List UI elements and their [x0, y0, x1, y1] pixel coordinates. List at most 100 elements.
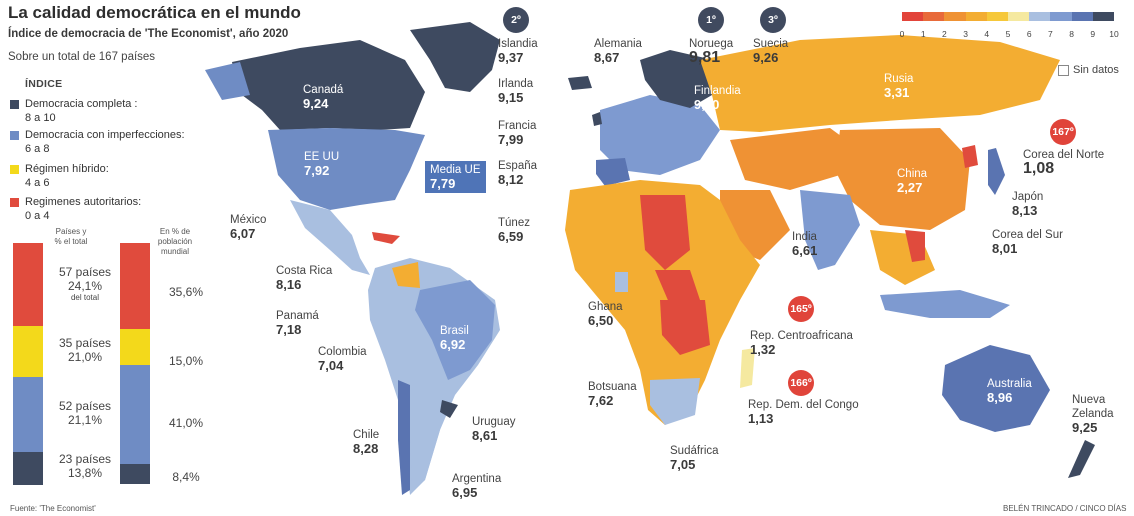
- bar-segment: [13, 243, 43, 326]
- brazil-shape: [415, 280, 495, 380]
- population-bar-heading: En % de población mundial: [157, 227, 193, 256]
- legend-item-flawed-democracy: Democracia con imperfecciones: 6 a 8: [10, 128, 185, 156]
- label-espana: España 8,12: [498, 160, 538, 187]
- bar-segment: [120, 464, 150, 484]
- car-shape: [655, 270, 700, 305]
- ireland-shape: [592, 112, 602, 126]
- scale-segment: [923, 12, 945, 21]
- label-chile: Chile 8,28: [353, 429, 380, 456]
- canada-shape: [232, 40, 425, 130]
- label-eeuu: EE UU 7,92: [304, 151, 340, 178]
- label-alemania: Alemania 8,67: [594, 38, 642, 65]
- venezuela-shape: [392, 262, 420, 288]
- label-india: India 6,61: [792, 231, 818, 258]
- rank-badge-corea-norte: 167º: [1050, 119, 1076, 145]
- seasia-shape: [870, 230, 935, 285]
- label-islandia: Islandia 9,37: [498, 38, 538, 65]
- countries-label-full: 23 países 13,8%: [58, 452, 112, 480]
- scale-tick-label: 4: [984, 29, 990, 39]
- scale-segment: [986, 12, 1009, 21]
- label-canada: Canadá 9,24: [303, 84, 344, 111]
- label-congo: Rep. Dem. del Congo 1,13: [748, 399, 859, 426]
- nz-shape: [1068, 440, 1095, 478]
- uruguay-shape: [440, 400, 458, 418]
- ghana-shape: [615, 272, 628, 292]
- bar-segment: [13, 326, 43, 377]
- label-uruguay: Uruguay 8,61: [472, 416, 516, 443]
- japan-shape: [988, 148, 1005, 195]
- scale-segment: [1050, 12, 1073, 21]
- page-subtitle: Índice de democracia de 'The Economist',…: [8, 28, 289, 40]
- centralasia-shape: [730, 128, 860, 190]
- legend-heading: ÍNDICE: [25, 78, 63, 90]
- label-costa-rica: Costa Rica 8,16: [276, 265, 333, 292]
- scandinavia-shape: [640, 50, 712, 108]
- label-noruega: Noruega 9,81: [689, 38, 734, 66]
- scale-tick-label: 1: [920, 29, 926, 39]
- label-finlandia: Finlandia 9,20: [694, 85, 741, 112]
- australia-shape: [942, 345, 1050, 432]
- drc-shape: [660, 300, 710, 355]
- countries-label-flawed: 52 países 21,1%: [58, 399, 112, 427]
- label-ghana: Ghana 6,50: [588, 301, 623, 328]
- nodata-swatch: [1058, 64, 1069, 76]
- score-color-scale: 0 1 2 3 4 5 6 7 8 9 10: [900, 12, 1119, 42]
- scale-segment: [944, 12, 967, 21]
- rank-badge-islandia: 2º: [503, 7, 529, 33]
- label-sudafrica: Sudáfrica 7,05: [670, 445, 719, 472]
- label-irlanda: Irlanda 9,15: [498, 78, 534, 105]
- label-panama: Panamá 7,18: [276, 310, 319, 337]
- legend-item-full-democracy: Democracia completa : 8 a 10: [10, 97, 138, 125]
- cuba-shape: [372, 232, 400, 244]
- mexico-shape: [290, 200, 370, 275]
- chile-shape: [398, 380, 410, 495]
- scale-segment: [1008, 12, 1030, 21]
- countries-stacked-bar: [13, 243, 43, 485]
- argentina-shape: [410, 395, 440, 490]
- label-china: China 2,27: [897, 168, 928, 195]
- bar-segment: [13, 452, 43, 485]
- label-colombia: Colombia 7,04: [318, 346, 367, 373]
- credit-note: BELÉN TRINCADO / CINCO DÍAS: [1003, 504, 1127, 513]
- label-japon: Japón 8,13: [1012, 191, 1044, 218]
- population-label-authoritarian: 35,6%: [168, 285, 204, 299]
- scale-tick-label: 2: [942, 29, 947, 39]
- population-label-hybrid: 15,0%: [168, 354, 204, 368]
- scale-tick-label: 9: [1090, 29, 1096, 39]
- northkorea-shape: [962, 145, 978, 168]
- scale-tick-label: 8: [1069, 29, 1074, 39]
- scale-segment: [1092, 12, 1115, 21]
- europe-shape: [600, 95, 720, 175]
- scale-tick-label: 10: [1109, 29, 1119, 39]
- nodata-legend: Sin datos: [1058, 64, 1119, 76]
- label-nueva-zelanda: Nueva Zelanda 9,25: [1072, 394, 1114, 435]
- scale-tick-label: 5: [1005, 29, 1011, 39]
- source-note: Fuente: 'The Economist': [10, 504, 96, 513]
- legend-item-authoritarian: Regimenes autoritarios: 0 a 4: [10, 195, 141, 223]
- usa-shape: [268, 128, 425, 210]
- alaska-shape: [205, 62, 250, 100]
- countries-bar-heading: Países y % el total: [54, 227, 88, 246]
- india-shape: [800, 190, 860, 270]
- bar-segment: [120, 243, 150, 329]
- label-corea-norte: Corea del Norte 1,08: [1023, 149, 1105, 177]
- label-suecia: Suecia 9,26: [753, 38, 789, 65]
- scale-segment: [902, 12, 924, 21]
- china-shape: [835, 128, 970, 230]
- bar-segment: [120, 329, 150, 365]
- legend-swatch: [10, 198, 19, 207]
- population-stacked-bar: [120, 243, 150, 485]
- countries-label-hybrid: 35 países 21,0%: [58, 336, 112, 364]
- label-argentina: Argentina 6,95: [452, 473, 502, 500]
- scale-segment: [1029, 12, 1051, 21]
- iceland-shape: [568, 76, 592, 90]
- population-label-flawed: 41,0%: [168, 416, 204, 430]
- scale-segment: [965, 12, 988, 21]
- label-rusia: Rusia 3,31: [884, 73, 914, 100]
- population-label-full: 8,4%: [172, 470, 200, 484]
- vietnam-shape: [905, 230, 925, 262]
- page-title: La calidad democrática en el mundo: [8, 3, 301, 22]
- indonesia-shape: [880, 290, 1010, 318]
- greenland-shape: [410, 22, 500, 92]
